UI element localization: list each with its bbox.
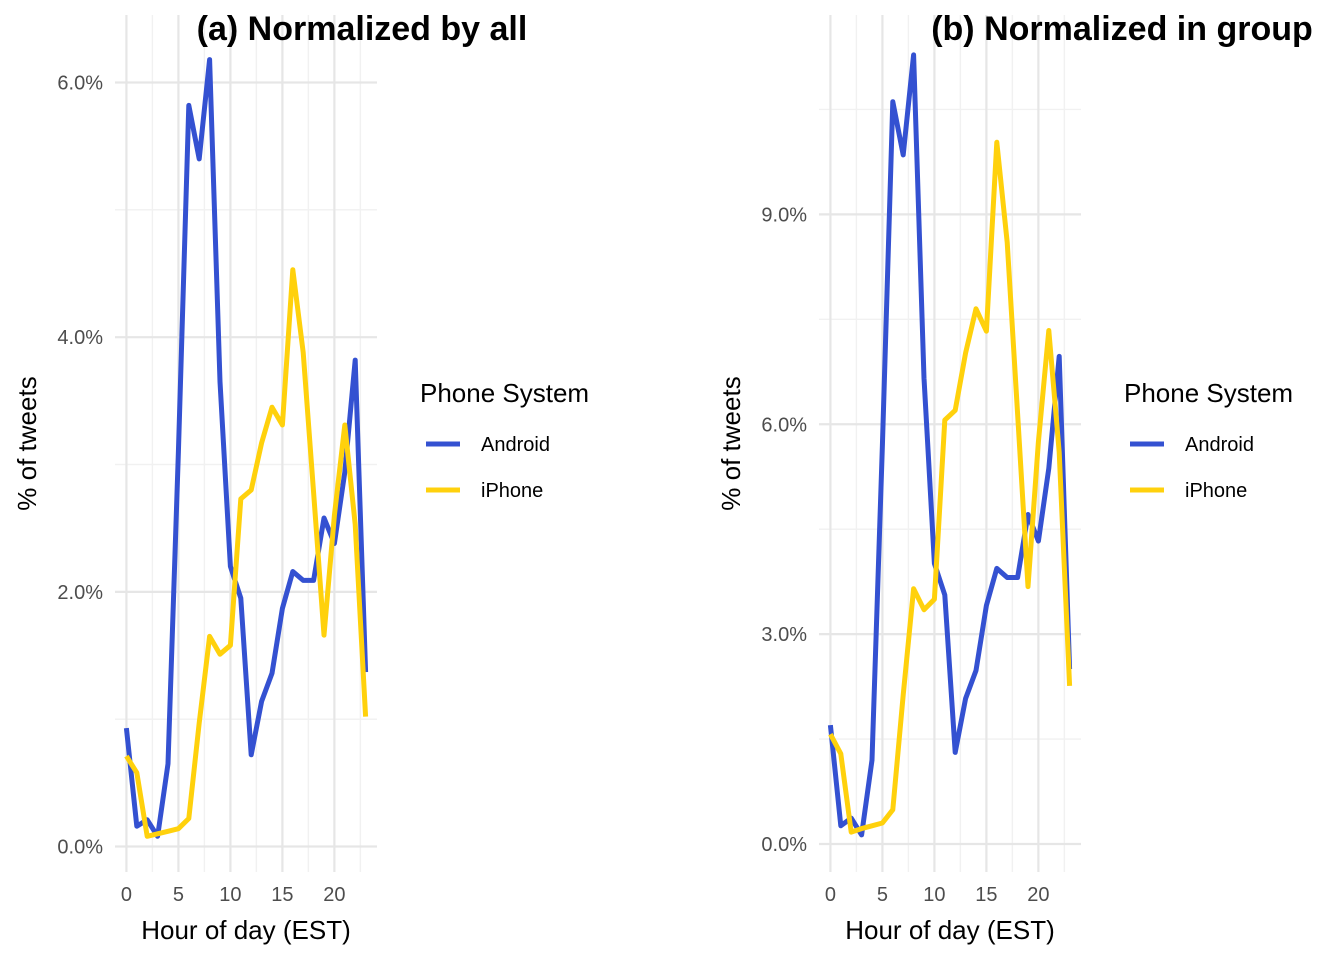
x-tick-label: 0 (121, 884, 132, 906)
y-tick-label: 3.0% (761, 624, 807, 646)
legend-label-android: Android (481, 434, 550, 456)
chart-title: (a) Normalized by all (197, 10, 528, 48)
series-line-iphone (124, 267, 369, 839)
y-axis-label: % of tweets (12, 376, 42, 510)
y-tick-label: 6.0% (761, 414, 807, 436)
gridlines (115, 15, 377, 872)
x-tick-label: 15 (271, 884, 293, 906)
series-line-android (123, 57, 369, 839)
x-tick-label: 20 (323, 884, 345, 906)
legend-title: Phone System (1124, 378, 1293, 408)
legend-label-iphone: iPhone (481, 480, 543, 502)
chart-panel-a: 0.0% 2.0% 4.0% 6.0% 0 5 10 15 20 Hour of day (EST… (12, 10, 589, 945)
x-axis-label: Hour of day (EST) (141, 915, 351, 945)
x-tick-label: 15 (975, 884, 997, 906)
x-tick-label: 10 (923, 884, 945, 906)
legend: Phone System Android iPhone (420, 378, 589, 502)
series-line-iphone (828, 139, 1073, 835)
series-lines (827, 52, 1073, 838)
series-lines (123, 57, 369, 839)
x-tick-label: 20 (1027, 884, 1049, 906)
x-tick-label: 5 (877, 884, 888, 906)
y-tick-label: 0.0% (761, 834, 807, 856)
series-line-android (827, 52, 1073, 838)
y-tick-label: 4.0% (57, 327, 103, 349)
x-axis-label: Hour of day (EST) (845, 915, 1055, 945)
legend: Phone System Android iPhone (1124, 378, 1293, 502)
y-axis-label: % of tweets (716, 376, 746, 510)
gridlines (819, 15, 1081, 872)
legend-title: Phone System (420, 378, 589, 408)
x-tick-label: 10 (219, 884, 241, 906)
y-tick-label: 6.0% (57, 72, 103, 94)
y-tick-label: 9.0% (761, 204, 807, 226)
legend-label-iphone: iPhone (1185, 480, 1247, 502)
y-tick-label: 0.0% (57, 837, 103, 859)
y-tick-label: 2.0% (57, 582, 103, 604)
chart-panel-b: 0.0% 3.0% 6.0% 9.0% 0 5 10 15 20 Hour of day (EST… (716, 10, 1313, 945)
chart-title: (b) Normalized in group (931, 10, 1313, 48)
x-tick-label: 5 (173, 884, 184, 906)
legend-label-android: Android (1185, 434, 1254, 456)
x-tick-label: 0 (825, 884, 836, 906)
